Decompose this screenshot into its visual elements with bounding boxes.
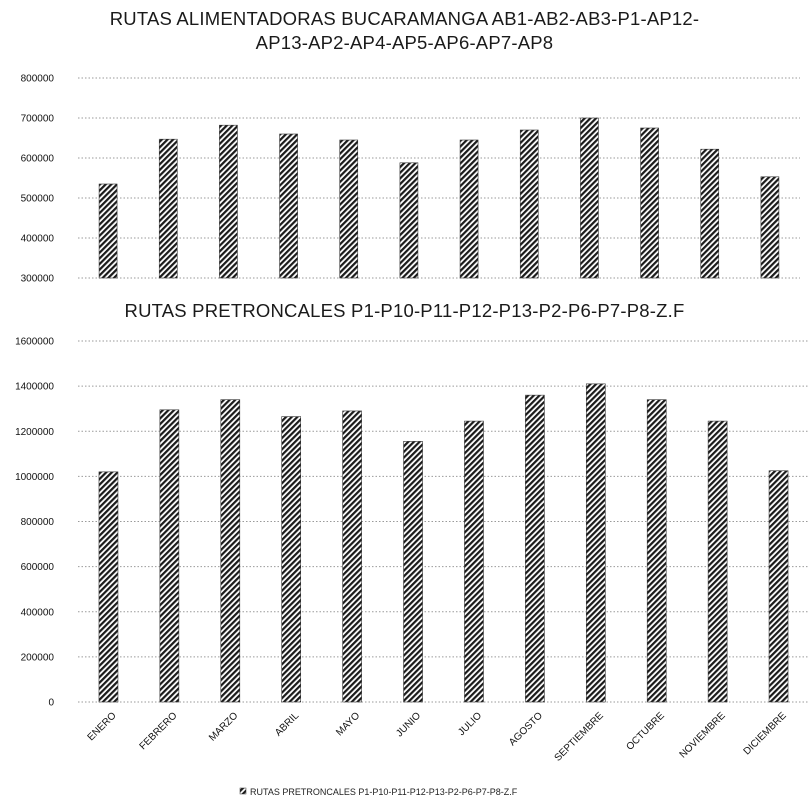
chart2-xtick-label: MAYO (334, 710, 362, 738)
chart2-ytick-label: 600000 (21, 562, 55, 573)
chart2-xtick-label: FEBRERO (138, 710, 180, 752)
chart2-title: RUTAS PRETRONCALES P1-P10-P11-P12-P13-P2… (124, 300, 685, 321)
chart2-xtick-label: JUNIO (394, 710, 423, 739)
chart1-bar-septiembre (580, 117, 599, 279)
chart1-bar-diciembre (760, 176, 780, 279)
chart1-ytick-label: 500000 (21, 194, 55, 205)
chart2-bar-enero (98, 471, 119, 703)
chart1-ytick-label: 400000 (21, 234, 55, 245)
chart2-bar-septiembre (585, 383, 606, 703)
chart2-bar-mayo (342, 410, 362, 703)
chart2-bar-marzo (220, 399, 241, 703)
chart2-ytick-label: 800000 (21, 517, 55, 528)
chart2-bar-abril (281, 416, 302, 703)
chart2-bar-noviembre (707, 420, 728, 703)
chart2-bar-agosto (525, 394, 545, 703)
chart2-ytick-label: 1000000 (15, 472, 54, 483)
chart2-xtick-label: DICIEMBRE (742, 710, 789, 757)
chart2-bar-octubre (646, 399, 667, 703)
chart1-bar-julio (459, 139, 479, 279)
chart2-xtick-label: AGOSTO (507, 710, 545, 748)
chart2-ytick-label: 200000 (21, 652, 55, 663)
chart2-xtick-label: ABRIL (273, 710, 302, 739)
chart1-title-line2: AP13-AP2-AP4-AP5-AP6-AP7-AP8 (255, 32, 554, 53)
chart2-bar-diciembre (768, 470, 789, 703)
chart2-xtick-label: OCTUBRE (624, 710, 667, 753)
chart1-plot: 300000 400000 500000 600000 700000 800000 (21, 74, 800, 285)
chart2-plot: 0 200000 400000 600000 800000 1000000 1200000 1… (15, 337, 809, 764)
chart1-bar-noviembre (700, 148, 720, 279)
chart2-xtick-label: SEPTIEMBRE (553, 710, 607, 764)
legend-swatch (239, 787, 247, 795)
chart2-legend: RUTAS PRETRONCALES P1-P10-P11-P12-P13-P2… (239, 787, 518, 797)
chart2-bar-febrero (159, 409, 180, 703)
chart1-ytick-label: 700000 (21, 114, 55, 125)
chart2-bar-julio (464, 420, 484, 703)
chart1-bar-enero (98, 183, 118, 279)
chart2-ytick-label: 1600000 (15, 337, 54, 348)
chart1-ytick-label: 300000 (21, 274, 55, 285)
chart2-ytick-label: 1400000 (15, 382, 54, 393)
chart1-bar-junio (399, 162, 419, 279)
chart1-bar-abril (279, 133, 298, 279)
chart1-bar-mayo (339, 139, 359, 279)
chart2-xtick-label: MARZO (207, 710, 240, 743)
chart1-bar-octubre (640, 127, 659, 279)
chart2-ytick-label: 400000 (21, 607, 55, 618)
chart1-ytick-label: 800000 (21, 74, 55, 85)
chart2-xtick-label: JULIO (456, 710, 484, 738)
chart1-bar-febrero (158, 138, 178, 279)
chart1-bar-marzo (219, 124, 238, 279)
chart2-ytick-label: 0 (48, 698, 54, 709)
chart2-xtick-label: ENERO (86, 710, 119, 743)
chart1-title-line1: RUTAS ALIMENTADORAS BUCARAMANGA AB1-AB2-… (109, 8, 700, 29)
chart2-bar-junio (403, 441, 423, 703)
chart1-ytick-label: 600000 (21, 154, 55, 165)
legend-label: RUTAS PRETRONCALES P1-P10-P11-P12-P13-P2… (250, 787, 518, 797)
chart2-xtick-label: NOVIEMBRE (678, 710, 728, 760)
chart1-bar-agosto (519, 129, 539, 279)
chart2-ytick-label: 1200000 (15, 427, 54, 438)
